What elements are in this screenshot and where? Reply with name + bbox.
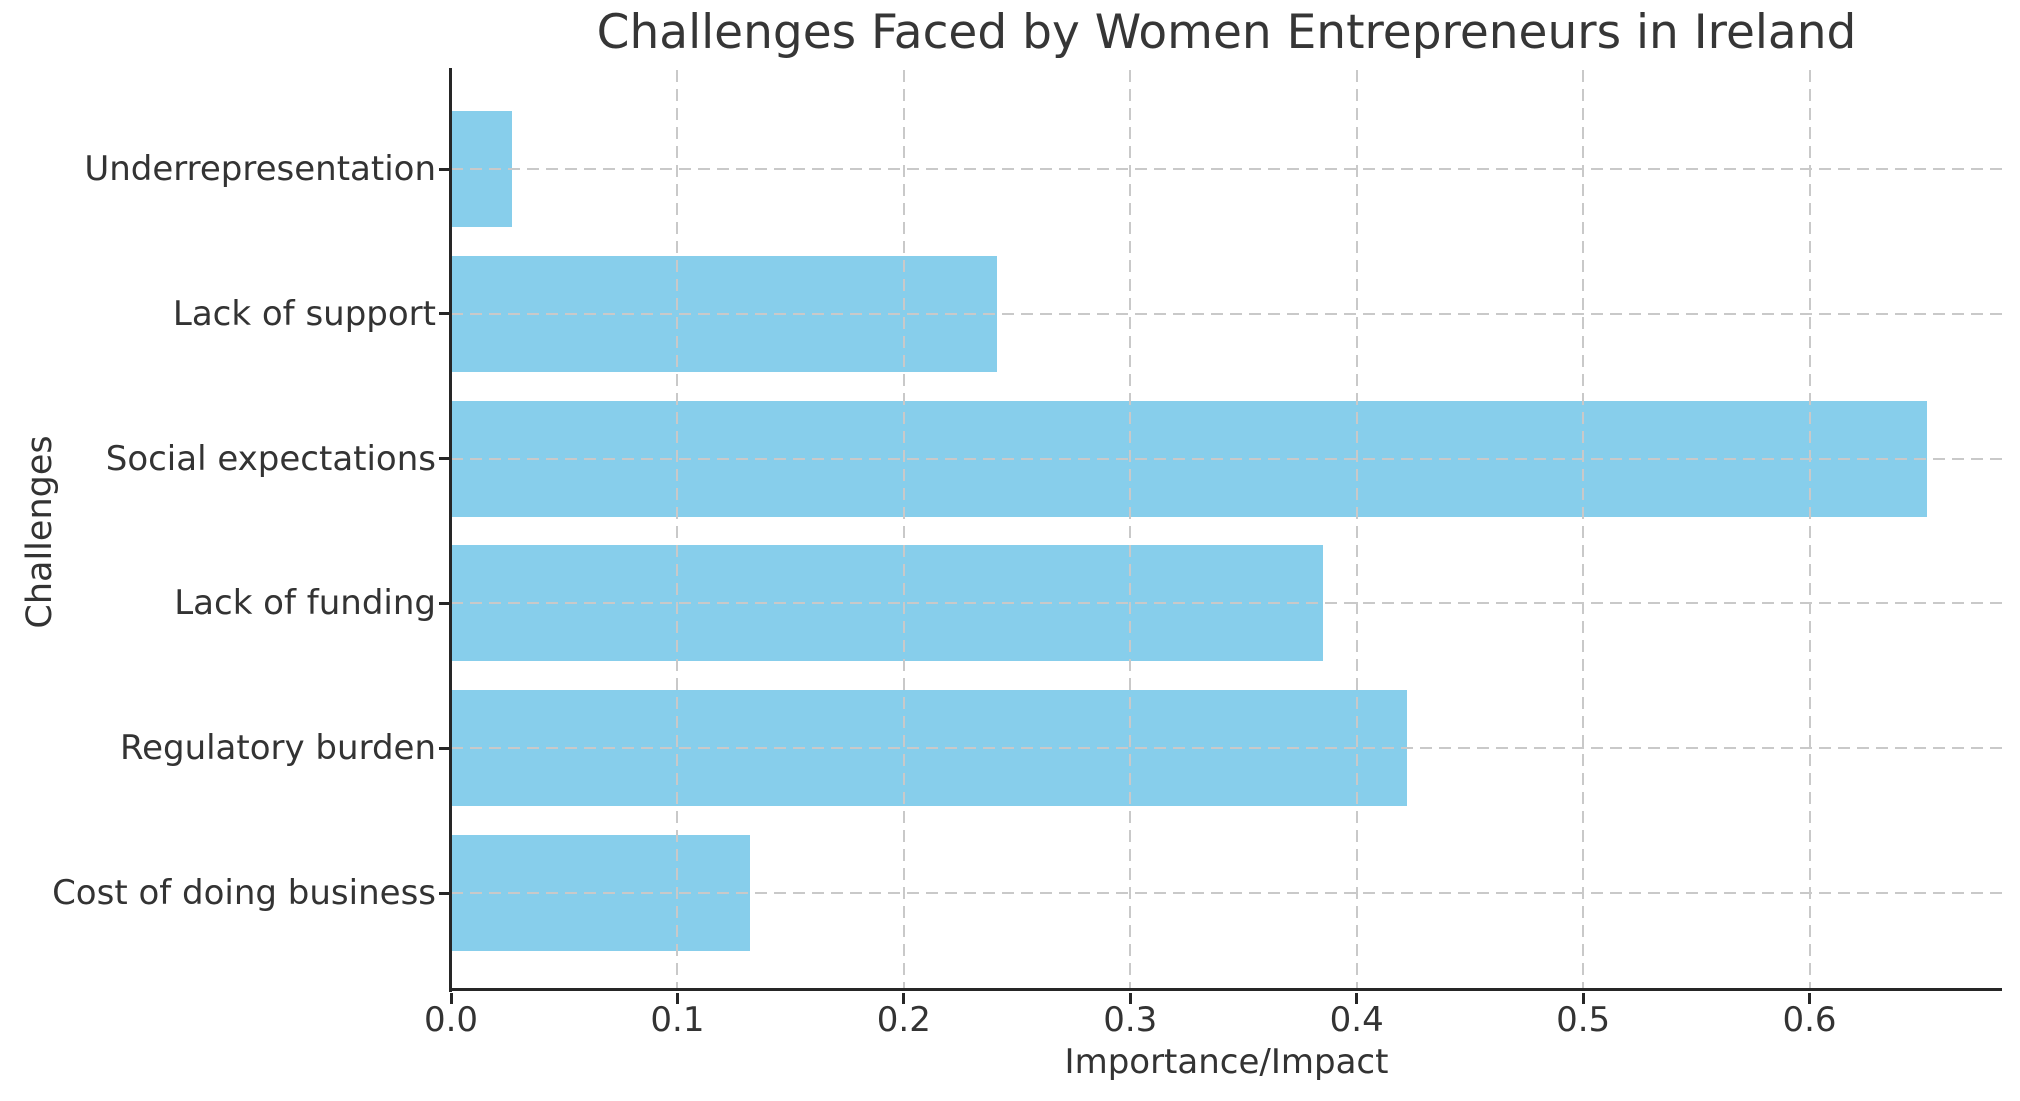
bar-1 bbox=[451, 255, 997, 372]
y-tick-label: Lack of funding bbox=[174, 583, 436, 624]
y-tick-mark bbox=[439, 891, 449, 895]
h-gridline bbox=[451, 312, 2002, 315]
h-gridline bbox=[451, 457, 2002, 460]
x-tick-label: 0.2 bbox=[876, 1000, 931, 1040]
v-gridline bbox=[676, 70, 679, 990]
v-gridline bbox=[902, 70, 905, 990]
y-tick-mark bbox=[439, 312, 449, 316]
y-tick-mark bbox=[439, 746, 449, 750]
bar-5 bbox=[451, 835, 750, 951]
bar-2 bbox=[451, 400, 1928, 517]
chart-title: Challenges Faced by Women Entrepreneurs … bbox=[596, 5, 1857, 60]
y-tick-label: Cost of doing business bbox=[52, 873, 436, 913]
h-gridline bbox=[451, 602, 2002, 605]
x-tick-label: 0.3 bbox=[1103, 1000, 1158, 1040]
y-tick-label: Social expectations bbox=[105, 438, 436, 479]
y-tick-mark bbox=[439, 457, 449, 461]
x-tick-mark bbox=[1808, 993, 1812, 1004]
x-tick-label: 0.4 bbox=[1329, 1000, 1384, 1040]
y-tick-label: Lack of support bbox=[172, 293, 436, 334]
x-tick-label: 0.5 bbox=[1556, 1000, 1611, 1040]
y-axis-label: Challenges bbox=[20, 435, 60, 629]
v-gridline bbox=[1582, 70, 1585, 990]
y-axis-spine bbox=[449, 68, 452, 992]
x-tick-mark bbox=[1128, 993, 1132, 1004]
x-axis-label: Importance/Impact bbox=[1064, 1042, 1389, 1082]
x-tick-label: 0.0 bbox=[423, 1000, 479, 1040]
bar-3 bbox=[451, 545, 1323, 662]
v-gridline bbox=[1808, 70, 1811, 990]
h-gridline bbox=[451, 747, 2002, 750]
x-tick-mark bbox=[1355, 993, 1359, 1004]
h-gridline bbox=[451, 892, 2002, 894]
y-tick-label: Underrepresentation bbox=[84, 149, 436, 189]
y-tick-label: Regulatory burden bbox=[119, 728, 436, 769]
y-tick-mark bbox=[439, 167, 449, 171]
x-tick-mark bbox=[449, 993, 453, 1004]
x-axis-spine bbox=[449, 988, 2002, 991]
x-tick-label: 0.6 bbox=[1782, 1000, 1837, 1040]
v-gridline bbox=[1129, 70, 1132, 990]
x-tick-mark bbox=[675, 993, 679, 1004]
v-gridline bbox=[1355, 70, 1358, 990]
x-tick-mark bbox=[1581, 993, 1585, 1004]
bar-0 bbox=[451, 111, 513, 227]
y-tick-mark bbox=[439, 601, 449, 605]
h-gridline bbox=[451, 168, 2002, 170]
bar-4 bbox=[451, 690, 1407, 807]
x-tick-label: 0.1 bbox=[650, 1000, 705, 1040]
x-tick-mark bbox=[902, 993, 906, 1004]
